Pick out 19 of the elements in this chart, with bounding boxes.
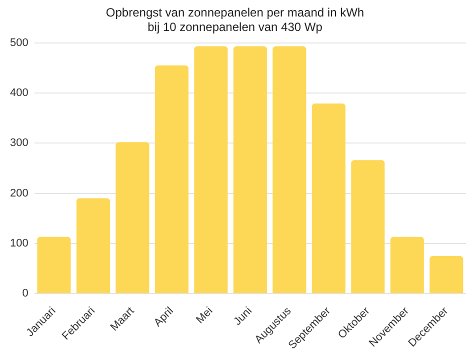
bar: [351, 160, 385, 294]
bar: [116, 142, 150, 294]
y-tick-label: 0: [22, 288, 28, 300]
y-tick-label: 300: [10, 137, 28, 150]
bar: [233, 46, 267, 294]
y-tick-label: 500: [10, 36, 28, 49]
bar: [312, 104, 346, 294]
bar: [194, 46, 228, 294]
bar: [76, 198, 110, 294]
bar: [37, 236, 71, 294]
bar: [430, 256, 464, 294]
y-tick-label: 200: [10, 187, 28, 200]
y-tick-label: 100: [10, 237, 28, 250]
y-tick-label: 400: [10, 86, 28, 99]
x-tick-label: Mei: [194, 305, 216, 326]
chart-title: Opbrengst van zonnepanelen per maand in kWh bij 10 zonnepanelen van 430 Wp: [106, 6, 364, 34]
bar: [272, 46, 306, 294]
bar: [154, 65, 188, 294]
bar: [390, 236, 424, 294]
